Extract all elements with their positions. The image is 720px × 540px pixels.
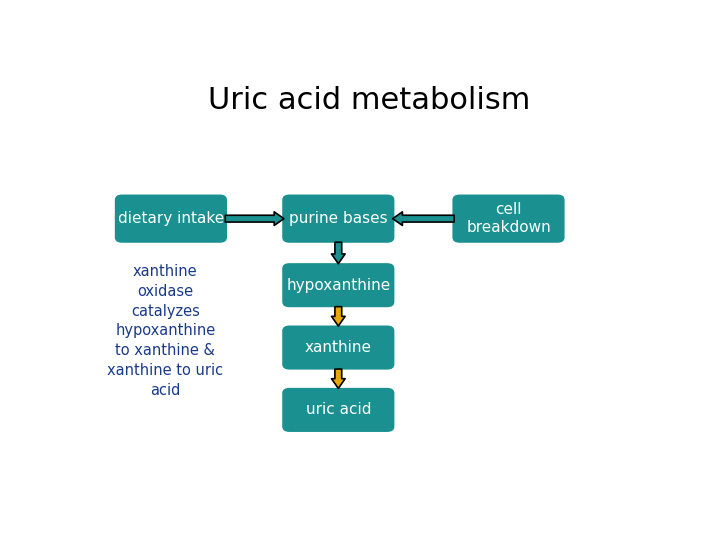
FancyBboxPatch shape [282, 326, 395, 369]
Text: Uric acid metabolism: Uric acid metabolism [208, 86, 530, 114]
FancyBboxPatch shape [282, 388, 395, 432]
FancyBboxPatch shape [282, 194, 395, 243]
FancyBboxPatch shape [452, 194, 564, 243]
Text: dietary intake: dietary intake [118, 211, 224, 226]
FancyBboxPatch shape [114, 194, 227, 243]
Text: xanthine
oxidase
catalyzes
hypoxanthine
to xanthine &
xanthine to uric
acid: xanthine oxidase catalyzes hypoxanthine … [107, 264, 223, 398]
Text: xanthine: xanthine [305, 340, 372, 355]
Text: cell
breakdown: cell breakdown [466, 202, 551, 235]
Text: hypoxanthine: hypoxanthine [286, 278, 390, 293]
Text: uric acid: uric acid [305, 402, 371, 417]
FancyBboxPatch shape [282, 263, 395, 307]
Text: purine bases: purine bases [289, 211, 387, 226]
